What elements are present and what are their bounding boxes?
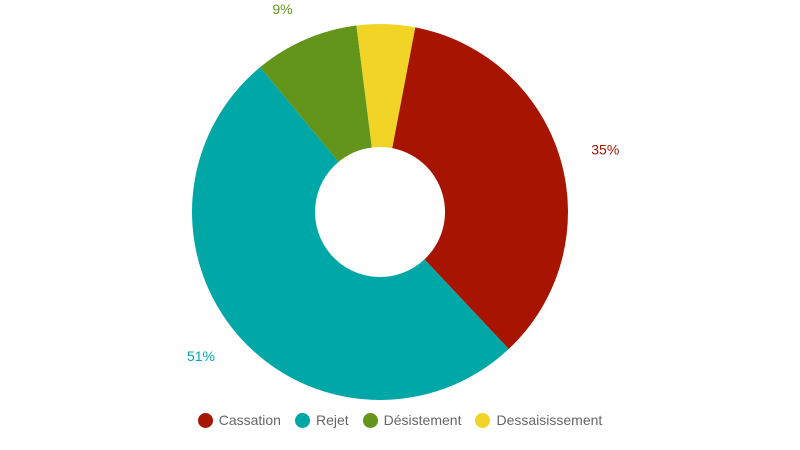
legend-swatch-desistement (362, 412, 378, 428)
slice-dessaisissement[interactable] (356, 23, 416, 149)
legend-item-cassation[interactable]: Cassation (197, 412, 281, 428)
slice-label-desistement: 9% (272, 1, 292, 17)
legend-item-rejet[interactable]: Rejet (294, 412, 349, 428)
slice-label-rejet: 51% (187, 348, 215, 364)
slice-cassation[interactable] (392, 27, 569, 350)
legend-swatch-cassation (197, 412, 213, 428)
slice-rejet[interactable] (192, 67, 509, 400)
legend-label-dessaisissement: Dessaisissement (496, 412, 603, 428)
legend-label-desistement: Désistement (383, 412, 462, 428)
legend-swatch-dessaisissement (475, 412, 491, 428)
legend-label-cassation: Cassation (218, 412, 281, 428)
slice-label-cassation: 35% (591, 141, 619, 157)
chart-legend: Cassation Rejet Désistement Dessaisissem… (0, 410, 800, 430)
legend-item-desistement[interactable]: Désistement (362, 412, 462, 428)
legend-item-dessaisissement[interactable]: Dessaisissement (475, 412, 602, 428)
legend-swatch-rejet (294, 412, 310, 428)
legend-label-rejet: Rejet (315, 412, 349, 428)
slice-desistement[interactable] (260, 25, 372, 162)
